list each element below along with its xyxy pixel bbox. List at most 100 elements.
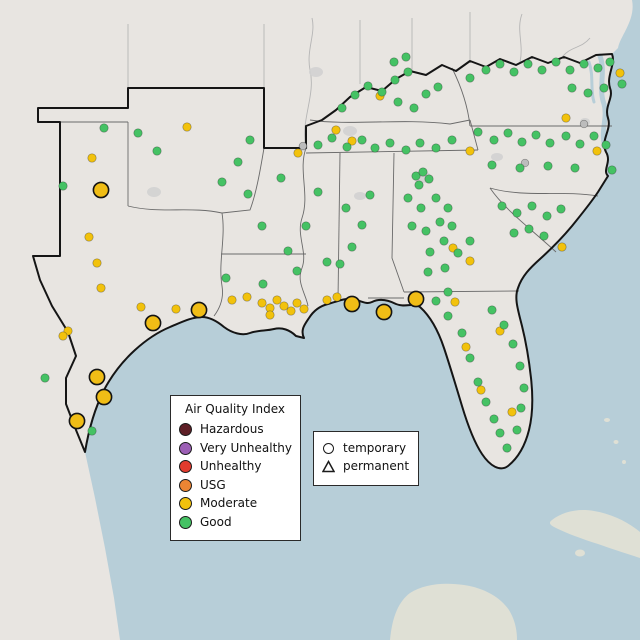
site-marker-good[interactable] [301, 221, 311, 231]
site-marker-good[interactable] [570, 163, 580, 173]
site-marker-moderate[interactable] [96, 283, 106, 293]
site-marker-temporary_moderate[interactable] [88, 368, 106, 386]
site-marker-moderate[interactable] [615, 68, 625, 78]
site-marker-good[interactable] [425, 247, 435, 257]
site-marker-moderate[interactable] [182, 122, 192, 132]
site-marker-good[interactable] [551, 57, 561, 67]
site-marker-good[interactable] [509, 67, 519, 77]
site-marker-good[interactable] [556, 204, 566, 214]
site-marker-moderate[interactable] [242, 292, 252, 302]
site-marker-good[interactable] [545, 138, 555, 148]
site-marker-good[interactable] [389, 57, 399, 67]
site-marker-good[interactable] [440, 263, 450, 273]
site-marker-good[interactable] [497, 201, 507, 211]
site-marker-good[interactable] [401, 145, 411, 155]
site-marker-good[interactable] [523, 59, 533, 69]
site-marker-temporary_moderate[interactable] [68, 412, 86, 430]
site-marker-good[interactable] [542, 211, 552, 221]
site-marker-moderate[interactable] [286, 306, 296, 316]
site-marker-good[interactable] [537, 65, 547, 75]
site-marker-good[interactable] [593, 63, 603, 73]
site-marker-good[interactable] [443, 287, 453, 297]
site-marker-good[interactable] [390, 75, 400, 85]
site-marker-good[interactable] [322, 257, 332, 267]
site-marker-moderate[interactable] [561, 113, 571, 123]
site-marker-temporary_moderate[interactable] [144, 314, 162, 332]
site-marker-good[interactable] [152, 146, 162, 156]
site-marker-good[interactable] [517, 137, 527, 147]
site-marker-good[interactable] [133, 128, 143, 138]
site-marker-moderate[interactable] [347, 136, 357, 146]
site-marker-good[interactable] [543, 161, 553, 171]
site-marker-good[interactable] [481, 65, 491, 75]
site-marker-moderate[interactable] [58, 331, 68, 341]
site-marker-no_data[interactable] [579, 119, 589, 129]
site-marker-moderate[interactable] [465, 256, 475, 266]
site-marker-good[interactable] [409, 103, 419, 113]
site-marker-good[interactable] [561, 131, 571, 141]
site-marker-good[interactable] [416, 203, 426, 213]
site-marker-good[interactable] [40, 373, 50, 383]
site-marker-good[interactable] [342, 142, 352, 152]
site-marker-good[interactable] [335, 259, 345, 269]
site-marker-good[interactable] [439, 236, 449, 246]
site-marker-good[interactable] [531, 130, 541, 140]
site-marker-good[interactable] [509, 228, 519, 238]
site-marker-good[interactable] [512, 208, 522, 218]
site-marker-moderate[interactable] [279, 301, 289, 311]
site-marker-good[interactable] [415, 138, 425, 148]
site-marker-good[interactable] [447, 221, 457, 231]
site-marker-good[interactable] [365, 190, 375, 200]
site-marker-good[interactable] [424, 174, 434, 184]
site-marker-moderate[interactable] [136, 302, 146, 312]
site-marker-moderate[interactable] [331, 125, 341, 135]
site-marker-good[interactable] [431, 296, 441, 306]
site-marker-good[interactable] [512, 425, 522, 435]
site-marker-moderate[interactable] [557, 242, 567, 252]
site-marker-good[interactable] [527, 201, 537, 211]
site-marker-moderate[interactable] [257, 298, 267, 308]
site-marker-good[interactable] [421, 89, 431, 99]
site-marker-good[interactable] [423, 267, 433, 277]
site-marker-moderate[interactable] [495, 326, 505, 336]
site-marker-temporary_moderate[interactable] [190, 301, 208, 319]
site-marker-good[interactable] [283, 246, 293, 256]
site-marker-good[interactable] [403, 67, 413, 77]
site-marker-good[interactable] [447, 135, 457, 145]
site-marker-good[interactable] [233, 157, 243, 167]
site-marker-moderate[interactable] [507, 407, 517, 417]
site-marker-moderate[interactable] [84, 232, 94, 242]
site-marker-good[interactable] [431, 193, 441, 203]
site-marker-good[interactable] [465, 236, 475, 246]
site-marker-moderate[interactable] [171, 304, 181, 314]
site-marker-good[interactable] [393, 97, 403, 107]
site-marker-good[interactable] [407, 221, 417, 231]
site-marker-good[interactable] [465, 73, 475, 83]
site-marker-good[interactable] [385, 138, 395, 148]
site-marker-good[interactable] [589, 131, 599, 141]
site-marker-good[interactable] [435, 217, 445, 227]
site-marker-good[interactable] [363, 81, 373, 91]
site-marker-moderate[interactable] [461, 342, 471, 352]
site-marker-no_data[interactable] [298, 141, 308, 151]
site-marker-good[interactable] [357, 220, 367, 230]
site-marker-good[interactable] [516, 403, 526, 413]
site-marker-good[interactable] [481, 397, 491, 407]
site-marker-temporary_moderate[interactable] [92, 181, 110, 199]
site-marker-good[interactable] [243, 189, 253, 199]
site-marker-temporary_moderate[interactable] [95, 388, 113, 406]
site-marker-good[interactable] [418, 167, 428, 177]
site-marker-moderate[interactable] [322, 295, 332, 305]
site-marker-moderate[interactable] [227, 295, 237, 305]
site-marker-moderate[interactable] [332, 292, 342, 302]
site-marker-good[interactable] [515, 163, 525, 173]
site-marker-good[interactable] [499, 320, 509, 330]
site-marker-temporary_moderate[interactable] [407, 290, 425, 308]
site-marker-good[interactable] [347, 242, 357, 252]
site-marker-good[interactable] [575, 139, 585, 149]
site-marker-moderate[interactable] [450, 297, 460, 307]
site-marker-no_data[interactable] [520, 158, 530, 168]
site-marker-good[interactable] [276, 173, 286, 183]
site-marker-good[interactable] [350, 90, 360, 100]
